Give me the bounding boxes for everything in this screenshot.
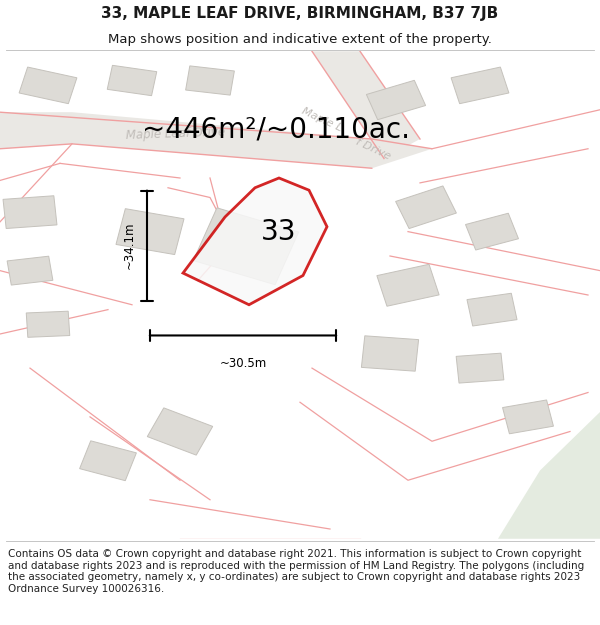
Polygon shape [185,66,235,95]
Text: Maple Leaf Drive: Maple Leaf Drive [126,126,226,142]
Polygon shape [147,408,213,455]
Polygon shape [116,209,184,254]
Polygon shape [395,186,457,229]
Polygon shape [0,112,432,168]
Polygon shape [107,66,157,96]
Polygon shape [7,256,53,285]
Text: ~30.5m: ~30.5m [220,357,266,371]
Text: 33, MAPLE LEAF DRIVE, BIRMINGHAM, B37 7JB: 33, MAPLE LEAF DRIVE, BIRMINGHAM, B37 7J… [101,6,499,21]
Polygon shape [183,178,327,305]
Polygon shape [312,51,420,159]
Polygon shape [503,400,553,434]
Polygon shape [193,208,299,284]
Polygon shape [456,353,504,383]
Polygon shape [377,264,439,306]
Polygon shape [367,81,425,119]
Polygon shape [80,441,136,481]
Text: Contains OS data © Crown copyright and database right 2021. This information is : Contains OS data © Crown copyright and d… [8,549,584,594]
Text: Maple L: Maple L [300,106,344,133]
Polygon shape [361,336,419,371]
Polygon shape [19,67,77,104]
Polygon shape [26,311,70,338]
Text: 33: 33 [260,217,296,246]
Text: ~446m²/~0.110ac.: ~446m²/~0.110ac. [142,115,410,143]
Polygon shape [498,412,600,539]
Polygon shape [467,293,517,326]
Text: Map shows position and indicative extent of the property.: Map shows position and indicative extent… [108,34,492,46]
Polygon shape [451,67,509,104]
Polygon shape [466,213,518,250]
Text: ~34.1m: ~34.1m [123,222,136,269]
Text: f Drive: f Drive [354,136,392,161]
Polygon shape [3,196,57,229]
